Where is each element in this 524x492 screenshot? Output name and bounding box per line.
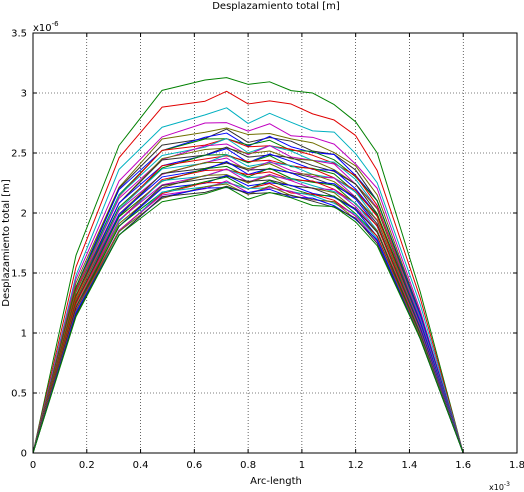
series-line: [32, 169, 464, 454]
series-line: [32, 107, 464, 454]
series-line: [32, 168, 464, 454]
series-line: [32, 128, 464, 454]
axis-ticks: [32, 32, 518, 454]
y-tick-label: 2.5: [11, 149, 27, 160]
y-exponent-label: x10-6: [33, 20, 59, 34]
x-tick-label: 0: [30, 460, 36, 471]
y-tick-label: 1.5: [11, 269, 27, 280]
x-tick-label: 1: [299, 460, 305, 471]
series-line: [32, 90, 464, 454]
x-tick-label: 0.6: [186, 460, 202, 471]
plot-frame: [32, 32, 518, 454]
series-lines: [32, 77, 464, 454]
x-axis-label: Arc-length: [250, 476, 302, 487]
series-line: [32, 186, 464, 454]
x-tick-label: 1.4: [401, 460, 417, 471]
series-line: [32, 143, 464, 454]
x-tick-labels: 0 0.2 0.4 0.6 0.8 1 1.2 1.4 1.6 1.8: [30, 460, 524, 471]
x-tick-label: 0.2: [79, 460, 95, 471]
x-tick-label: 1.6: [455, 460, 471, 471]
series-line: [32, 175, 464, 454]
series-line: [32, 161, 464, 454]
chart-title: Desplazamiento total [m]: [212, 1, 340, 12]
series-line: [32, 127, 464, 454]
series-line: [32, 146, 464, 454]
x-tick-label: 0.8: [240, 460, 256, 471]
y-tick-label: 3.5: [11, 29, 27, 40]
series-line: [32, 122, 464, 454]
x-exponent-label: x10-3: [489, 481, 510, 492]
x-tick-label: 1.2: [348, 460, 364, 471]
y-tick-label: 1: [21, 329, 27, 340]
series-line: [32, 154, 464, 454]
y-tick-label: 0.5: [11, 389, 27, 400]
x-tick-label: 0.4: [133, 460, 149, 471]
x-tick-label: 1.8: [509, 460, 524, 471]
y-tick-label: 0: [21, 449, 27, 460]
y-tick-label: 2: [21, 209, 27, 220]
y-axis-label: Desplazamiento total [m]: [1, 179, 12, 307]
series-line: [32, 77, 464, 454]
series-line: [32, 138, 464, 454]
y-tick-label: 3: [21, 89, 27, 100]
y-tick-labels: 0 0.5 1 1.5 2 2.5 3 3.5: [11, 29, 27, 460]
series-line: [32, 174, 464, 454]
